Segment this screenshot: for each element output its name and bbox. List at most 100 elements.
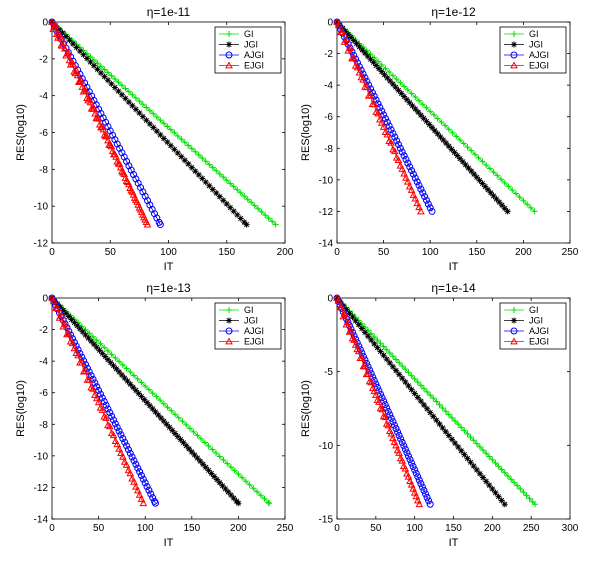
data-point	[123, 442, 131, 450]
x-tick-label: 150	[183, 523, 200, 534]
y-tick-label: 0	[42, 18, 48, 29]
legend-label: JGI	[529, 40, 543, 50]
data-point	[393, 367, 400, 374]
data-point	[404, 452, 412, 460]
data-point	[393, 356, 400, 363]
data-point	[113, 423, 121, 431]
data-point	[113, 440, 122, 448]
data-point	[430, 111, 437, 118]
data-point	[453, 133, 460, 140]
data-point	[149, 390, 156, 397]
data-point	[386, 359, 393, 366]
data-point	[188, 164, 195, 171]
data-point	[59, 29, 66, 36]
data-point	[50, 297, 58, 305]
data-point	[470, 463, 477, 470]
data-point	[476, 470, 483, 477]
data-point	[408, 386, 415, 393]
data-point	[129, 91, 136, 98]
data-point	[81, 366, 90, 374]
data-point	[417, 398, 424, 405]
x-tick-label: 200	[515, 247, 532, 258]
data-point	[151, 499, 159, 507]
data-point	[122, 85, 129, 92]
data-point	[526, 495, 533, 502]
data-point	[185, 142, 192, 149]
data-point	[201, 439, 208, 446]
data-point	[122, 460, 131, 468]
data-point	[74, 322, 81, 329]
data-point	[158, 415, 165, 422]
data-point	[452, 440, 459, 447]
data-point	[53, 33, 62, 41]
data-point	[222, 485, 229, 492]
data-point	[442, 122, 449, 129]
data-point	[230, 495, 237, 502]
data-point	[121, 375, 128, 382]
data-point	[412, 492, 421, 500]
data-point	[104, 77, 111, 84]
data-point	[101, 344, 108, 351]
data-point	[492, 460, 499, 467]
y-tick-label: 0	[327, 18, 333, 29]
data-point	[174, 132, 181, 139]
data-point	[353, 63, 362, 71]
data-point	[169, 427, 176, 434]
data-point	[91, 109, 99, 117]
data-point	[351, 340, 360, 348]
data-point	[205, 467, 212, 474]
data-point	[111, 84, 118, 91]
data-point	[370, 59, 377, 66]
data-point	[467, 459, 474, 466]
data-point	[250, 485, 257, 492]
data-point	[377, 340, 384, 347]
data-point	[118, 91, 125, 98]
data-point	[73, 44, 80, 51]
data-point	[413, 199, 422, 207]
data-point	[139, 101, 146, 108]
data-point	[113, 365, 120, 372]
data-point	[141, 479, 149, 487]
data-point	[116, 368, 123, 375]
data-point	[473, 174, 480, 181]
data-point	[157, 117, 164, 124]
data-point	[407, 480, 416, 488]
data-point	[404, 86, 411, 93]
data-point	[220, 197, 227, 204]
data-point	[391, 133, 399, 141]
legend-label: GI	[529, 305, 539, 315]
data-point	[492, 489, 499, 496]
legend-label: GI	[244, 29, 254, 39]
data-point	[338, 304, 346, 312]
data-point	[402, 155, 410, 163]
data-point	[442, 428, 449, 435]
data-point	[412, 94, 419, 101]
y-tick-label: -6	[39, 388, 48, 399]
data-point	[100, 398, 108, 406]
data-point	[415, 181, 423, 189]
data-point	[121, 438, 129, 446]
data-point	[398, 456, 407, 464]
data-point	[206, 161, 213, 168]
data-point	[365, 333, 372, 340]
data-point	[92, 394, 101, 402]
data-point	[243, 221, 250, 228]
data-point	[377, 118, 386, 126]
data-point	[220, 457, 227, 464]
data-point	[498, 497, 505, 504]
data-point	[430, 395, 437, 402]
data-point	[471, 151, 478, 158]
data-point	[371, 340, 378, 347]
data-point	[227, 492, 234, 499]
data-point	[107, 359, 114, 366]
data-point	[220, 174, 227, 181]
data-point	[374, 109, 382, 117]
data-point	[125, 88, 132, 95]
data-point	[104, 347, 111, 354]
data-point	[483, 161, 490, 168]
data-point	[70, 344, 79, 352]
data-point	[501, 469, 508, 476]
data-point	[177, 436, 184, 443]
y-tick-label: -8	[324, 144, 333, 155]
y-tick-label: -14	[34, 515, 49, 526]
